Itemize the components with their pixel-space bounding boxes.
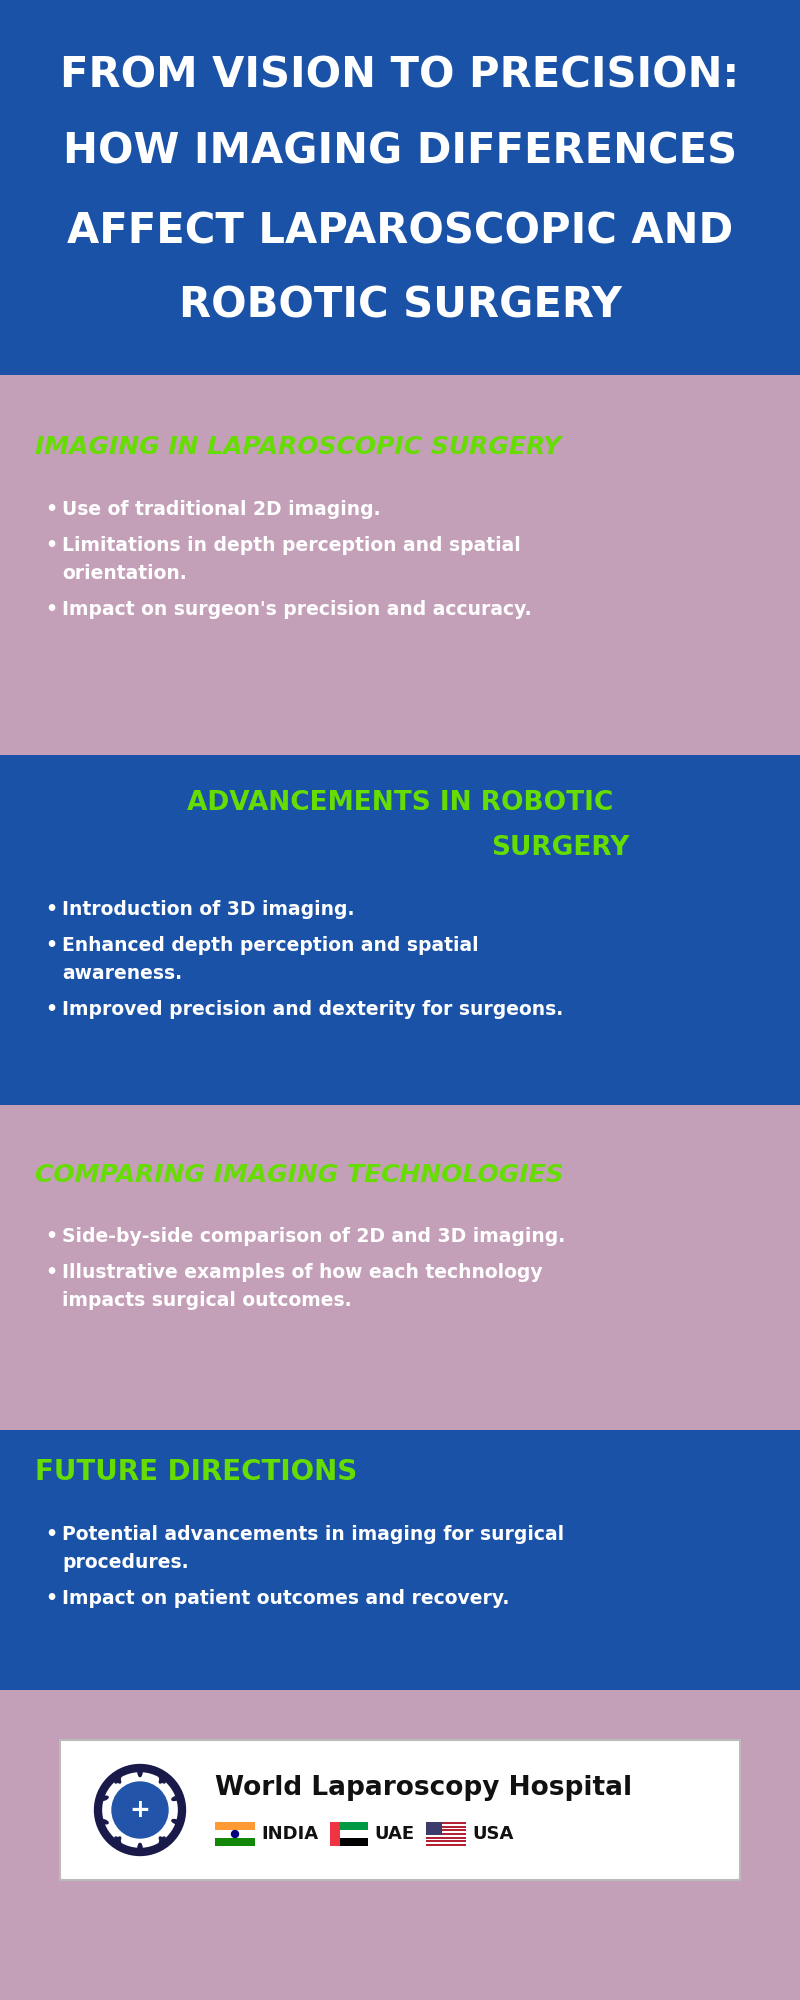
Bar — [426, 1822, 442, 1834]
Ellipse shape — [114, 1776, 122, 1784]
Text: AFFECT LAPAROSCOPIC AND: AFFECT LAPAROSCOPIC AND — [67, 210, 733, 252]
Bar — [215, 1830, 255, 1838]
Text: •: • — [45, 1264, 57, 1282]
Bar — [60, 1740, 740, 1880]
Ellipse shape — [158, 1836, 166, 1844]
Text: INDIA: INDIA — [261, 1824, 318, 1844]
Text: orientation.: orientation. — [62, 564, 186, 584]
Text: FUTURE DIRECTIONS: FUTURE DIRECTIONS — [35, 1458, 358, 1486]
Text: Potential advancements in imaging for surgical: Potential advancements in imaging for su… — [62, 1524, 564, 1544]
Ellipse shape — [158, 1776, 166, 1784]
Text: COMPARING IMAGING TECHNOLOGIES: COMPARING IMAGING TECHNOLOGIES — [35, 1164, 564, 1186]
Text: Limitations in depth perception and spatial: Limitations in depth perception and spat… — [62, 536, 521, 554]
Text: Improved precision and dexterity for surgeons.: Improved precision and dexterity for sur… — [62, 1000, 563, 1020]
Text: Use of traditional 2D imaging.: Use of traditional 2D imaging. — [62, 500, 381, 518]
Ellipse shape — [114, 1836, 122, 1844]
Bar — [0, 0, 800, 376]
Bar — [330, 1822, 368, 1830]
Ellipse shape — [138, 1842, 142, 1852]
Ellipse shape — [99, 1796, 109, 1802]
Text: •: • — [45, 500, 57, 518]
Ellipse shape — [138, 1768, 142, 1778]
Text: •: • — [45, 1588, 57, 1608]
Bar — [0, 1430, 800, 1690]
Circle shape — [112, 1782, 168, 1838]
Text: World Laparoscopy Hospital: World Laparoscopy Hospital — [215, 1776, 632, 1800]
Ellipse shape — [171, 1796, 181, 1802]
Text: Impact on surgeon's precision and accuracy.: Impact on surgeon's precision and accura… — [62, 600, 532, 620]
Text: •: • — [45, 1524, 57, 1544]
Text: Side-by-side comparison of 2D and 3D imaging.: Side-by-side comparison of 2D and 3D ima… — [62, 1226, 566, 1246]
Ellipse shape — [158, 1776, 166, 1784]
Bar — [330, 1838, 368, 1846]
Text: +: + — [130, 1798, 150, 1822]
Text: ADVANCEMENTS IN ROBOTIC: ADVANCEMENTS IN ROBOTIC — [187, 790, 613, 816]
Text: Illustrative examples of how each technology: Illustrative examples of how each techno… — [62, 1264, 542, 1282]
Ellipse shape — [158, 1836, 166, 1844]
Ellipse shape — [138, 1842, 142, 1852]
Text: Introduction of 3D imaging.: Introduction of 3D imaging. — [62, 900, 354, 920]
Text: USA: USA — [472, 1824, 514, 1844]
Text: FROM VISION TO PRECISION:: FROM VISION TO PRECISION: — [61, 54, 739, 96]
Bar — [0, 404, 800, 724]
Text: •: • — [45, 1000, 57, 1020]
Text: IMAGING IN LAPAROSCOPIC SURGERY: IMAGING IN LAPAROSCOPIC SURGERY — [35, 436, 561, 460]
Text: UAE: UAE — [374, 1824, 414, 1844]
Text: •: • — [45, 536, 57, 554]
Ellipse shape — [138, 1768, 142, 1778]
Bar — [330, 1830, 368, 1838]
Text: impacts surgical outcomes.: impacts surgical outcomes. — [62, 1292, 352, 1310]
Text: ROBOTIC SURGERY: ROBOTIC SURGERY — [178, 284, 622, 326]
Bar — [330, 1822, 340, 1846]
Bar — [215, 1822, 255, 1830]
Bar — [0, 1136, 800, 1400]
Text: •: • — [45, 1226, 57, 1246]
Text: •: • — [45, 936, 57, 956]
Text: Enhanced depth perception and spatial: Enhanced depth perception and spatial — [62, 936, 478, 956]
Ellipse shape — [171, 1818, 181, 1824]
Bar — [60, 1740, 740, 1880]
Text: HOW IMAGING DIFFERENCES: HOW IMAGING DIFFERENCES — [63, 130, 737, 172]
Ellipse shape — [99, 1818, 109, 1824]
Text: awareness.: awareness. — [62, 964, 182, 982]
Text: Impact on patient outcomes and recovery.: Impact on patient outcomes and recovery. — [62, 1588, 510, 1608]
Bar — [0, 754, 800, 1104]
Bar — [215, 1838, 255, 1846]
Text: •: • — [45, 600, 57, 620]
Ellipse shape — [114, 1776, 122, 1784]
Text: procedures.: procedures. — [62, 1552, 189, 1572]
Ellipse shape — [114, 1836, 122, 1844]
Circle shape — [231, 1830, 238, 1838]
Text: •: • — [45, 900, 57, 920]
Text: SURGERY: SURGERY — [491, 836, 629, 860]
